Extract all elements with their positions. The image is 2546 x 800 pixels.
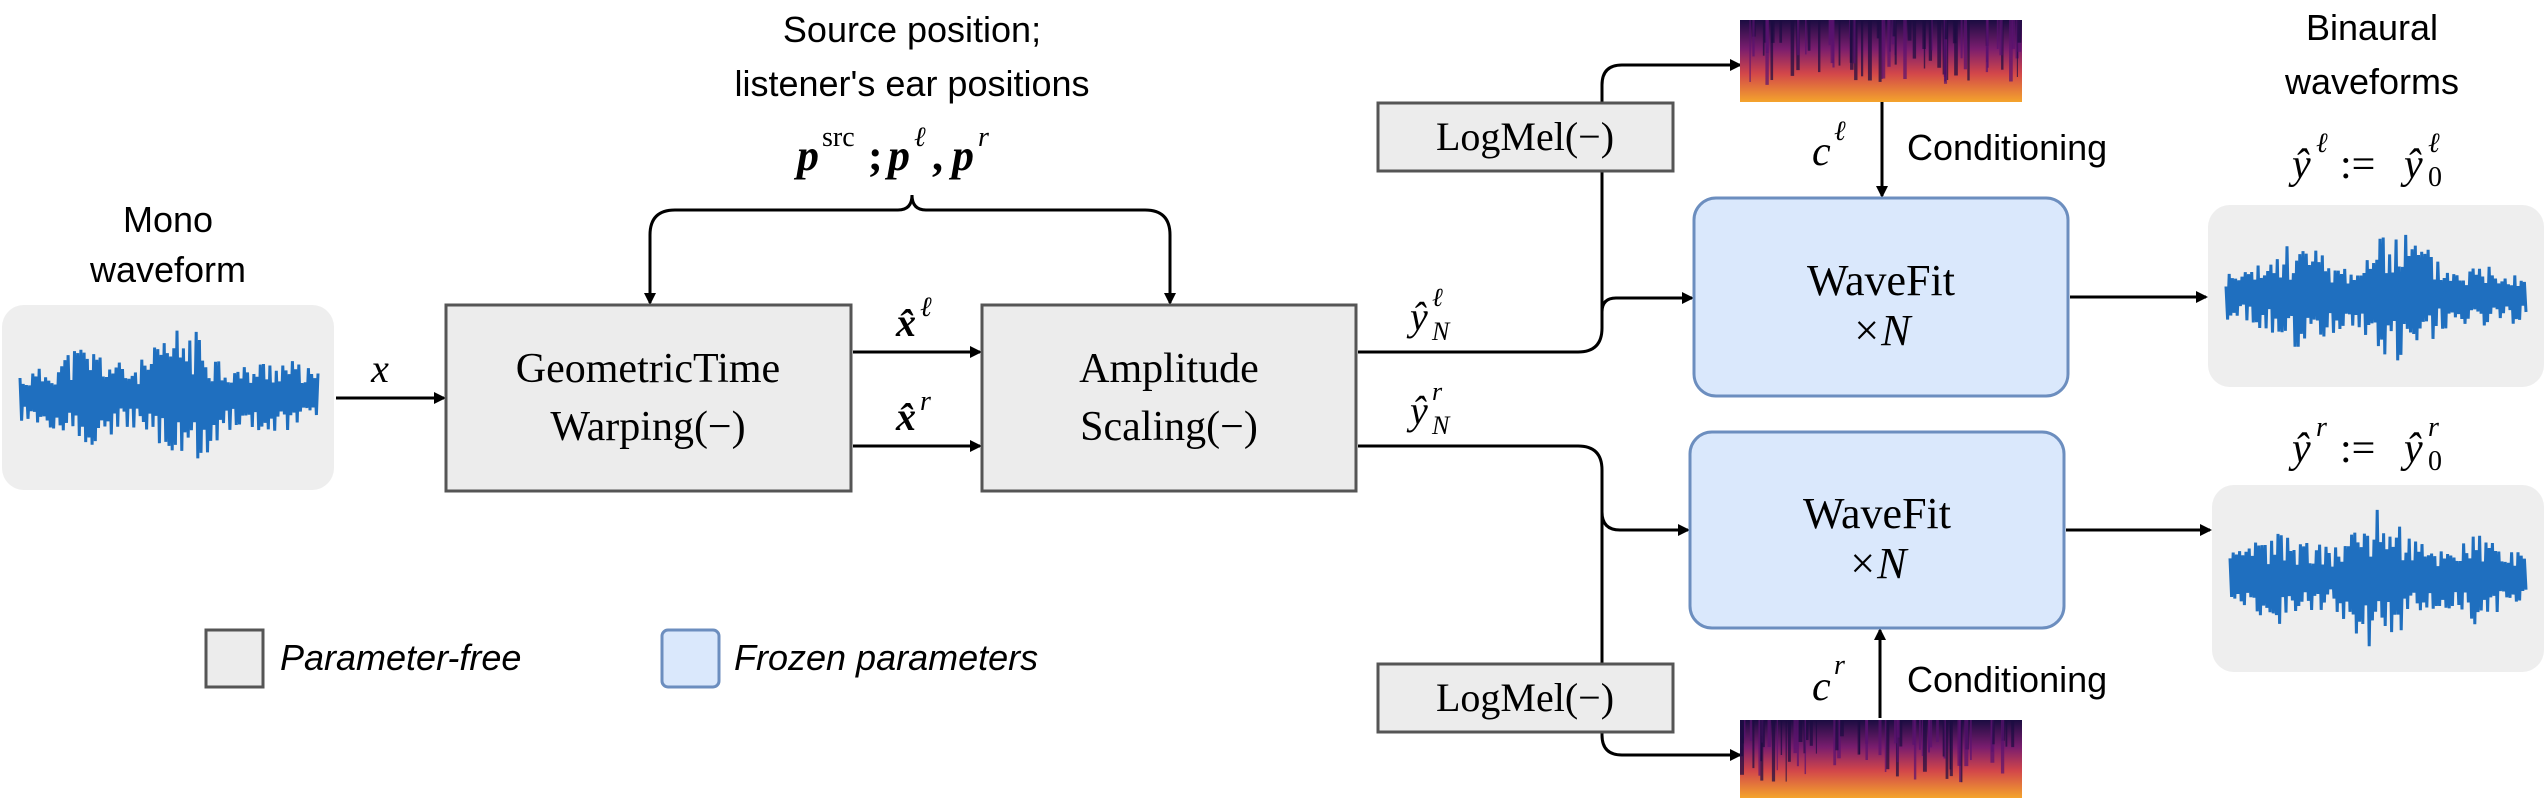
logmel-top-label: LogMel(−)	[1436, 114, 1614, 159]
math-xhat-r-sup: r	[920, 386, 931, 417]
mono-label-line2: waveform	[89, 249, 246, 290]
math-out-l0-sup: ℓ	[2428, 128, 2440, 159]
source-label-line1: Source position;	[783, 9, 1041, 50]
math-out-r-sup: r	[2316, 412, 2327, 443]
gtw-label-line2: Warping(−)	[550, 404, 745, 450]
math-out-r0-sup: r	[2428, 412, 2439, 443]
legend-frozen-label: Frozen parameters	[734, 637, 1038, 678]
brace-arrow-right	[648, 194, 1176, 305]
math-out-yhat-r0: ŷ	[2400, 426, 2423, 472]
wavefit-top-line2: ×N	[1851, 306, 1913, 355]
mono-waveform	[18, 330, 320, 459]
arrow-yhat-r-wavefit	[1358, 444, 1690, 536]
math-p-l: p	[884, 131, 910, 180]
wavefit-top-line1: WaveFit	[1807, 256, 1955, 305]
math-xhat-l: x̂	[895, 300, 916, 345]
math-comma: ,	[932, 131, 943, 180]
gtw-label-line1: GeometricTime	[516, 346, 780, 392]
output-l-waveform	[2224, 234, 2528, 361]
arrow-yhat-r-logmel	[1600, 510, 1742, 761]
math-x: x	[370, 346, 389, 391]
spectrogram-top	[1740, 20, 2022, 102]
position-formula: p src ; p ℓ , p r	[793, 122, 989, 180]
math-out-yhat-l: ŷ	[2288, 142, 2311, 188]
math-out-l0-sub: 0	[2428, 162, 2442, 193]
conditioning-bottom-label: Conditioning	[1907, 659, 2107, 700]
logmel-top-block	[1376, 101, 1675, 173]
spectrogram-bottom	[1740, 720, 2022, 798]
math-out-l-sup: ℓ	[2316, 128, 2328, 159]
wavefit-top-block	[1692, 196, 2070, 398]
math-yhat-r: ŷ	[1406, 388, 1428, 433]
conditioning-top-label: Conditioning	[1907, 127, 2107, 168]
math-yhat-l-sup: ℓ	[1432, 283, 1443, 312]
math-xhat-r: x̂	[895, 394, 916, 439]
math-out-r0-sub: 0	[2428, 446, 2442, 477]
math-c-r: c	[1812, 664, 1831, 710]
binaural-label-line1: Binaural	[2306, 7, 2438, 48]
amp-label-line1: Amplitude	[1079, 346, 1259, 392]
arrow-yhat-l-wavefit	[1358, 292, 1694, 354]
legend-param-free-label: Parameter-free	[280, 637, 521, 678]
math-src-sup: src	[822, 122, 855, 153]
math-out-yhat-l0: ŷ	[2400, 142, 2423, 188]
math-c-l-sup: ℓ	[1834, 116, 1846, 147]
math-p-src: p	[793, 131, 819, 180]
wavefit-bottom-block	[1688, 430, 2066, 630]
math-l-sup: ℓ	[914, 122, 926, 153]
logmel-bottom-block	[1376, 662, 1675, 734]
math-out-yhat-r: ŷ	[2288, 426, 2311, 472]
math-yhat-r-sup: r	[1432, 377, 1443, 406]
math-out-r-assign: :=	[2340, 426, 2375, 472]
math-out-l-assign: :=	[2340, 142, 2375, 188]
legend-param-free-swatch	[204, 628, 265, 689]
math-yhat-r-sub: N	[1431, 411, 1451, 440]
amp-block	[980, 303, 1358, 493]
wavefit-bottom-line2: ×N	[1847, 539, 1909, 588]
math-semicolon: ;	[868, 131, 883, 180]
math-c-l: c	[1812, 129, 1831, 175]
math-yhat-l-sub: N	[1431, 317, 1451, 346]
amp-label-line2: Scaling(−)	[1080, 404, 1258, 450]
output-r-formula: ŷ r := ŷ r 0	[2288, 412, 2442, 477]
mono-label-line1: Mono	[123, 199, 213, 240]
legend-frozen-swatch	[660, 628, 721, 689]
math-yhat-l: ŷ	[1406, 294, 1428, 339]
output-l-formula: ŷ ℓ := ŷ ℓ 0	[2288, 128, 2442, 193]
binaural-label-line2: waveforms	[2284, 61, 2459, 102]
logmel-bottom-label: LogMel(−)	[1436, 675, 1614, 720]
arrow-yhat-l-logmel	[1600, 59, 1742, 320]
source-label-line2: listener's ear positions	[734, 63, 1089, 104]
wavefit-bottom-line1: WaveFit	[1803, 489, 1951, 538]
math-p-r: p	[948, 131, 974, 180]
math-r-sup: r	[978, 122, 989, 153]
output-r-waveform	[2228, 509, 2528, 647]
math-xhat-l-sup: ℓ	[920, 292, 932, 323]
gtw-block	[444, 303, 853, 493]
math-c-r-sup: r	[1834, 650, 1845, 681]
